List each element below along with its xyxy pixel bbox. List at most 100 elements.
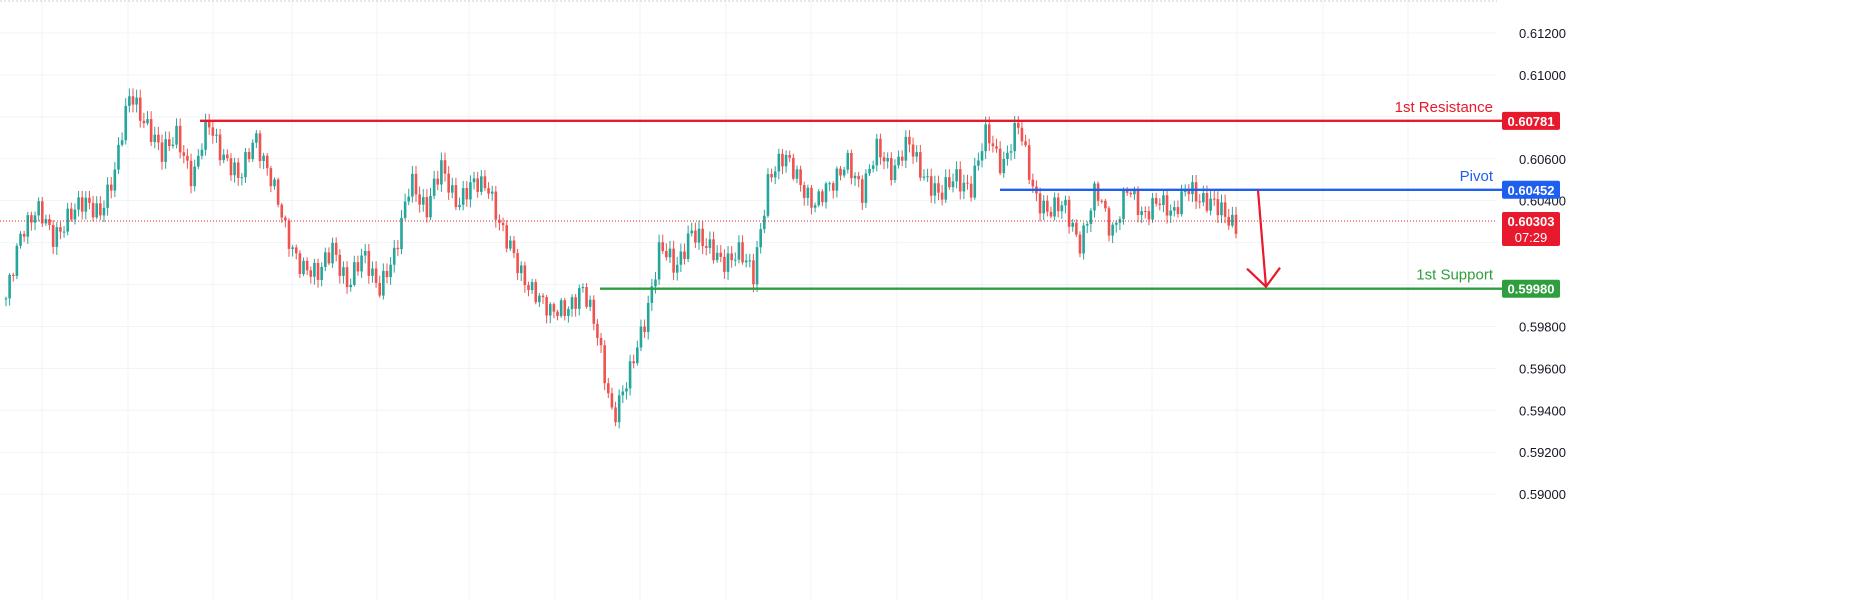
candle — [138, 89, 142, 128]
candle — [382, 263, 385, 300]
candle-body — [1223, 202, 1227, 217]
candle-body — [1209, 198, 1212, 211]
candle-body — [215, 134, 218, 136]
candle — [1017, 116, 1020, 135]
y-tick-label: 0.61200 — [1519, 26, 1566, 41]
candle — [1162, 189, 1165, 213]
candle-body — [726, 253, 730, 272]
candle — [505, 220, 509, 253]
candle — [1140, 206, 1143, 224]
candle — [969, 175, 973, 202]
candle — [1053, 192, 1056, 221]
candle — [149, 111, 153, 147]
candle-body — [1143, 210, 1147, 212]
candle — [425, 189, 429, 223]
candle-body — [443, 160, 447, 174]
candle-body — [167, 139, 171, 147]
candle-body — [933, 183, 937, 196]
candle-body — [62, 231, 66, 233]
candle-body — [251, 142, 255, 160]
candle — [153, 126, 157, 149]
candle-body — [777, 153, 781, 172]
candle-body — [1049, 211, 1053, 217]
candle-body — [334, 242, 338, 255]
candle — [164, 131, 167, 169]
candle — [1038, 187, 1042, 222]
candle-body — [596, 323, 599, 338]
candle — [182, 145, 186, 164]
candle — [255, 129, 258, 149]
candle — [1002, 151, 1006, 178]
candle-body — [893, 165, 897, 181]
candle-body — [91, 202, 95, 218]
candle — [160, 134, 164, 170]
price-axis[interactable]: 0.612000.610000.606000.604000.598000.596… — [1519, 26, 1566, 502]
candle-body — [389, 264, 392, 278]
candle — [581, 283, 585, 293]
candle-body — [969, 183, 973, 198]
candle — [1111, 222, 1114, 244]
candle-body — [236, 162, 240, 178]
candle — [1133, 186, 1136, 200]
candle-body — [1111, 224, 1114, 236]
candle-body — [1140, 210, 1143, 216]
candle — [392, 240, 396, 273]
candle — [44, 214, 48, 227]
candle-body — [73, 209, 77, 220]
candle — [26, 211, 30, 244]
candle — [414, 165, 418, 202]
candle-body — [509, 240, 512, 249]
candle — [810, 184, 813, 215]
candle — [632, 354, 635, 369]
projection-arrow — [1246, 190, 1281, 289]
candle-body — [131, 96, 135, 105]
candle-body — [581, 287, 585, 289]
candle-body — [1129, 192, 1133, 195]
candle-body — [1002, 158, 1006, 174]
level-1st-resistance: 1st Resistance — [200, 99, 1503, 123]
candle — [1060, 200, 1064, 219]
candle-body — [160, 142, 164, 162]
candle-body — [429, 195, 432, 218]
candle-body — [135, 97, 138, 105]
candle-body — [810, 187, 813, 208]
candle — [759, 223, 762, 254]
candle-body — [19, 233, 22, 246]
candle-body — [1216, 199, 1220, 216]
candle-body — [650, 286, 654, 303]
candle-body — [882, 157, 886, 162]
candlesticks — [4, 88, 1238, 429]
candle — [421, 189, 425, 212]
candle-body — [519, 265, 523, 274]
candle-body — [890, 158, 893, 181]
y-tick-label: 0.61000 — [1519, 68, 1566, 83]
candle-body — [588, 299, 592, 307]
candle-body — [374, 268, 378, 284]
candle — [66, 202, 69, 236]
candle-body — [755, 247, 759, 285]
candle — [559, 298, 563, 318]
candle — [534, 279, 538, 305]
arrow-head — [1246, 267, 1281, 289]
candle-body — [461, 188, 465, 205]
candle-body — [113, 169, 117, 191]
candle-body — [1042, 200, 1045, 214]
candle — [813, 202, 817, 213]
candle — [247, 148, 251, 163]
candle-body — [973, 165, 977, 198]
candle-body — [719, 252, 723, 257]
candle — [84, 191, 88, 220]
candle-body — [1053, 197, 1056, 217]
candle-body — [577, 288, 581, 309]
candle-body — [146, 119, 149, 124]
candle-body — [494, 191, 498, 220]
candle-body — [294, 247, 298, 254]
candle — [937, 175, 940, 201]
candle-body — [534, 282, 538, 303]
candle — [748, 253, 752, 268]
candle — [498, 214, 501, 231]
candle — [298, 250, 302, 278]
candle — [95, 196, 99, 220]
